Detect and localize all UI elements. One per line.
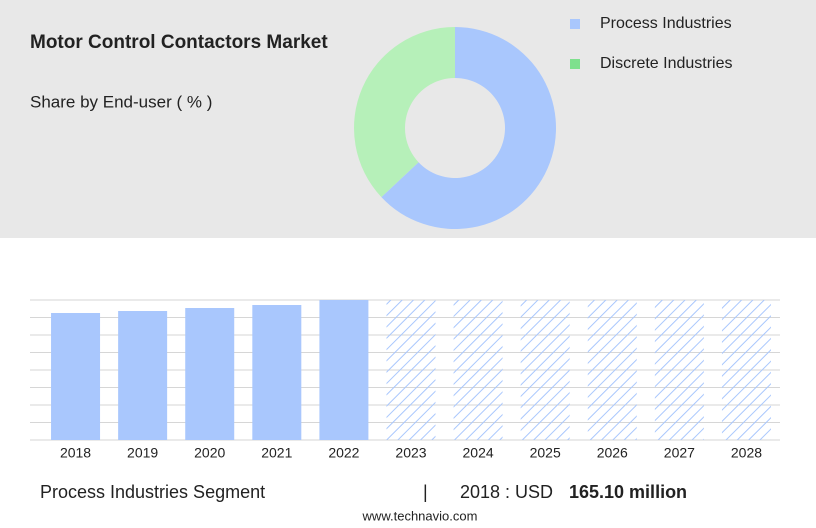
separator: | (423, 482, 428, 502)
legend-swatch (570, 19, 580, 29)
forecast-bar (721, 300, 771, 440)
chart-title: Motor Control Contactors Market (30, 32, 328, 53)
source: www.technavio.com (362, 508, 478, 523)
legend-swatch (570, 59, 580, 69)
x-tick-label: 2021 (261, 445, 292, 461)
legend-label: Discrete Industries (600, 55, 733, 72)
x-tick-label: 2024 (463, 445, 494, 461)
forecast-bar (654, 300, 704, 440)
forecast-bar (520, 300, 570, 440)
x-tick-label: 2028 (731, 445, 762, 461)
x-tick-label: 2020 (194, 445, 225, 461)
bar (319, 300, 369, 440)
forecast-bar (453, 300, 503, 440)
chart-subtitle: Share by End-user ( % ) (30, 92, 212, 111)
x-tick-label: 2027 (664, 445, 695, 461)
bar (118, 311, 168, 440)
x-tick-label: 2025 (530, 445, 561, 461)
x-tick-label: 2018 (60, 445, 91, 461)
x-tick-label: 2019 (127, 445, 158, 461)
bar (51, 313, 101, 440)
bar (252, 305, 302, 440)
x-tick-label: 2026 (597, 445, 628, 461)
forecast-bar (587, 300, 637, 440)
x-tick-label: 2022 (328, 445, 359, 461)
forecast-bar (386, 300, 436, 440)
segment-label: Process Industries Segment (40, 482, 265, 502)
legend-label: Process Industries (600, 15, 732, 32)
year-label: 2018 : USD (460, 482, 553, 502)
donut-slice (354, 27, 455, 198)
value-label: 165.10 million (569, 482, 687, 502)
donut-slice (381, 27, 556, 229)
x-tick-label: 2023 (395, 445, 426, 461)
bar (185, 308, 235, 440)
